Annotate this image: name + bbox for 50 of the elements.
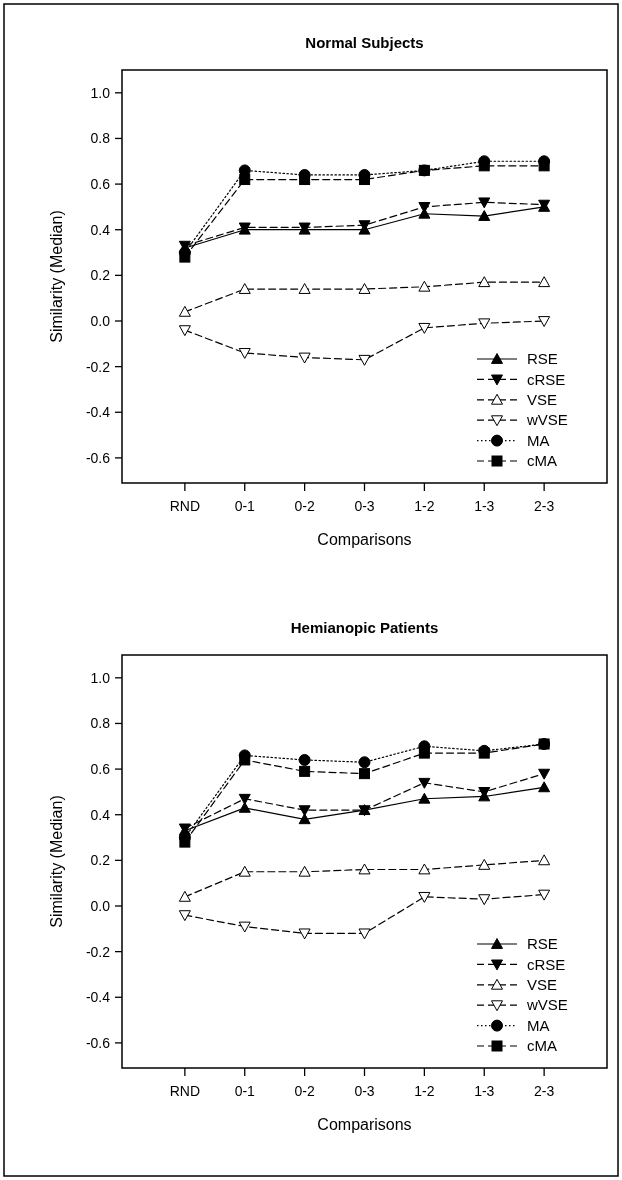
x-tick-label: 1-3 [474,1083,495,1099]
x-tick-label: 1-3 [474,498,495,514]
chart-title: Hemianopic Patients [290,619,439,636]
legend-label: VSE [527,391,558,409]
legend-label: cMA [527,452,557,470]
y-tick-label: 1.0 [90,84,111,101]
x-tick-label: 1-2 [414,1083,435,1099]
legend-label: MA [527,431,550,449]
y-tick-label: 1.0 [90,669,111,686]
y-tick-label: -0.2 [85,943,111,960]
y-tick-label: -0.4 [85,404,111,421]
y-axis-title: Similarity (Median) [48,210,65,343]
x-tick-label: 0-3 [354,498,375,514]
legend-label: VSE [527,976,558,994]
x-tick-label: 2-3 [534,498,555,514]
x-tick-label: RND [169,1083,201,1099]
x-tick-label: 0-1 [234,1083,256,1099]
x-tick-label: 2-3 [534,1083,555,1099]
x-tick-label: 0-2 [294,498,315,514]
x-axis-title: Comparisons [317,531,412,548]
y-tick-label: 0.0 [90,897,111,914]
x-axis-title: Comparisons [317,1116,412,1133]
legend-label: cRSE [527,955,566,973]
y-tick-label: 0.4 [90,221,111,238]
x-tick-label: 1-2 [414,498,435,514]
x-tick-label: RND [169,498,201,514]
y-tick-label: -0.6 [85,449,111,466]
y-tick-label: 0.2 [90,267,111,284]
legend-label: wVSE [526,996,568,1014]
chart-title: Normal Subjects [305,34,424,51]
y-tick-label: 0.0 [90,312,111,329]
y-tick-label: 0.8 [90,130,111,147]
y-tick-label: 0.6 [90,175,111,192]
y-tick-label: -0.6 [85,1034,111,1051]
y-tick-label: -0.2 [85,358,111,375]
legend-label: cRSE [527,370,566,388]
y-tick-label: 0.2 [90,852,111,869]
legend-label: RSE [527,935,558,953]
y-axis-title: Similarity (Median) [48,795,65,928]
y-tick-label: 0.4 [90,806,111,823]
x-tick-label: 0-2 [294,1083,315,1099]
legend-label: wVSE [526,411,568,429]
y-tick-label: -0.4 [85,989,111,1006]
y-tick-label: 0.8 [90,715,111,732]
x-tick-label: 0-1 [234,498,256,514]
x-tick-label: 0-3 [354,1083,375,1099]
legend-label: RSE [527,350,558,368]
legend-label: MA [527,1016,550,1034]
legend-label: cMA [527,1037,557,1055]
y-tick-label: 0.6 [90,760,111,777]
